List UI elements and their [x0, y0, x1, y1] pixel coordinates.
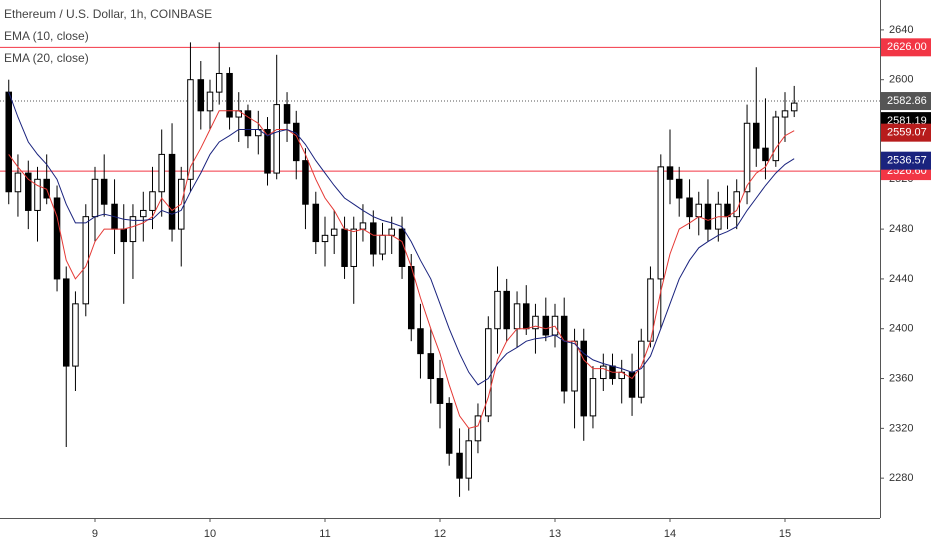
candle-body	[474, 415, 482, 442]
x-tick-label: 10	[204, 528, 216, 540]
candle-body	[302, 160, 309, 205]
candle-body	[666, 166, 674, 180]
candle-body	[62, 278, 70, 367]
candle-body	[215, 72, 223, 93]
candle-body	[704, 203, 712, 230]
x-tick-label: 11	[319, 528, 330, 540]
candle-body	[752, 122, 760, 149]
candle-body	[226, 72, 233, 118]
candle-body	[772, 116, 780, 162]
candle-body	[560, 315, 568, 392]
x-tick-label: 15	[779, 528, 791, 540]
candle-body	[273, 104, 280, 174]
price-label: 2626.00	[887, 41, 927, 53]
candle-body	[465, 440, 473, 479]
candle-body	[129, 216, 137, 243]
candle-body	[445, 402, 453, 454]
candle-body	[695, 203, 703, 218]
price-label-bg	[881, 92, 931, 111]
candle-body	[532, 315, 539, 330]
candle-body	[388, 228, 395, 236]
y-tick-label: 2480	[889, 223, 913, 235]
candle-body	[72, 303, 79, 367]
y-tick-label: 2360	[889, 372, 913, 384]
candle-body	[580, 340, 588, 417]
candle-body	[407, 265, 415, 330]
y-tick-label: 2320	[889, 422, 913, 434]
candle-body	[120, 228, 128, 243]
ema-line	[8, 91, 795, 386]
legend-entry: EMA (20, close)	[4, 51, 89, 65]
candle-body	[206, 91, 214, 112]
candle-body	[675, 178, 683, 199]
candle-body	[456, 452, 463, 479]
ema-line	[8, 110, 795, 429]
candle-body	[762, 147, 769, 162]
price-label-bg	[881, 151, 931, 170]
candle-body	[417, 328, 424, 355]
price-label-bg	[881, 38, 931, 57]
candle-body	[187, 79, 194, 180]
y-tick-label: 2600	[889, 74, 913, 86]
candle-body	[657, 166, 665, 280]
chart-title: Ethereum / U.S. Dollar, 1h, COINBASE	[4, 7, 212, 21]
y-tick-label: 2640	[889, 24, 913, 36]
candle-body	[379, 234, 386, 255]
candle-body	[34, 178, 41, 211]
candle-body	[686, 197, 693, 218]
candle-body	[53, 197, 61, 280]
candle-body	[522, 303, 530, 330]
candle-body	[370, 222, 377, 255]
candle-body	[91, 178, 99, 218]
candle-body	[25, 172, 32, 211]
candle-body	[264, 129, 271, 174]
candle-body	[140, 209, 147, 218]
price-label: 2559.07	[887, 127, 927, 139]
candle-body	[292, 122, 300, 162]
candle-body	[551, 315, 559, 336]
candle-body	[149, 191, 156, 211]
candle-body	[571, 340, 578, 392]
overlay: Ethereum / U.S. Dollar, 1h, COINBASE EMA…	[4, 7, 931, 181]
candle-body	[503, 290, 510, 330]
price-label-bg	[881, 123, 931, 142]
candle-body	[330, 228, 338, 236]
candle-body	[341, 228, 348, 267]
candle-body	[283, 104, 291, 124]
candle-body	[5, 91, 13, 193]
legend-entry: EMA (10, close)	[4, 29, 89, 43]
candle-body	[100, 178, 108, 205]
candle-body	[321, 234, 329, 243]
candle-body	[600, 365, 607, 380]
candle-body	[350, 228, 358, 267]
candle-body	[244, 110, 252, 137]
candle-body	[197, 79, 205, 112]
x-tick-label: 9	[92, 528, 98, 540]
y-tick-label: 2280	[889, 472, 913, 484]
price-label: 2536.57	[887, 155, 927, 167]
y-tick-label: 2400	[889, 323, 913, 335]
candle-body	[312, 203, 320, 243]
x-tick-label: 14	[664, 528, 676, 540]
candle-body	[427, 353, 435, 380]
candle-body	[436, 378, 444, 404]
candle-body	[14, 172, 22, 193]
candle-body	[733, 191, 740, 218]
candle-body	[168, 153, 176, 230]
x-tick-label: 13	[549, 528, 561, 540]
candle-body	[359, 222, 367, 230]
x-tick-label: 12	[434, 528, 446, 540]
candle-body	[494, 290, 501, 330]
candle-body	[781, 110, 789, 118]
candle-body	[158, 153, 165, 193]
candle-body	[589, 378, 597, 417]
candle-body	[743, 122, 751, 193]
candle-body	[790, 102, 798, 112]
candle-body	[485, 328, 492, 417]
y-tick-label: 2440	[889, 273, 913, 285]
candle-body	[513, 303, 521, 330]
candle-body	[542, 315, 550, 336]
price-label: 2582.86	[887, 95, 927, 107]
